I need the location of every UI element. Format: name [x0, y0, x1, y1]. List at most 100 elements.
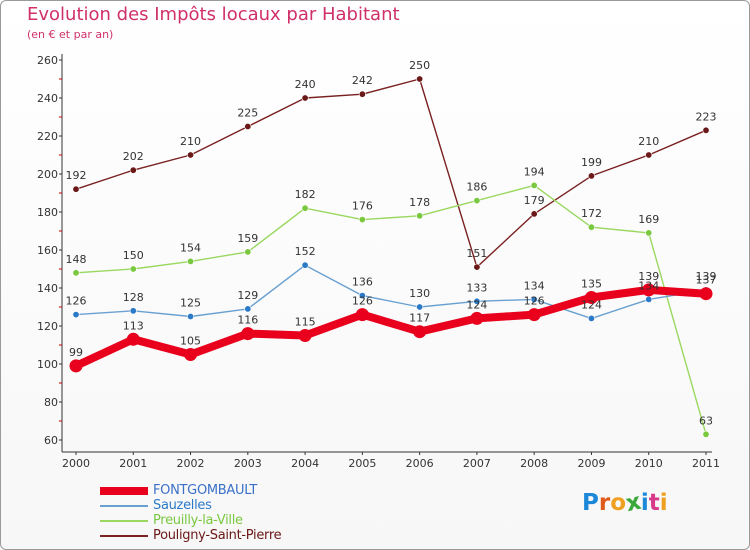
logo-letter: t [648, 490, 660, 516]
data-label: 223 [696, 110, 717, 123]
data-point [470, 311, 484, 325]
chart-subtitle: (en € et par an) [27, 28, 114, 41]
logo-letter: o [610, 490, 627, 516]
legend-label: Preuilly-la-Ville [153, 513, 243, 528]
data-point [587, 172, 595, 180]
data-point [584, 291, 598, 304]
series-line-fontgombault [72, 285, 710, 370]
data-label: 139 [638, 270, 659, 283]
logo-letter: r [598, 490, 611, 516]
y-tick-label: 180 [37, 206, 58, 219]
data-label: 105 [180, 335, 201, 348]
data-label: 240 [295, 78, 316, 91]
data-point [187, 257, 195, 265]
data-label: 150 [123, 249, 144, 262]
legend-label: FONTGOMBAULT [153, 483, 258, 498]
data-label: 126 [352, 295, 373, 308]
series-line-sauzelles [75, 264, 707, 320]
data-label: 116 [237, 314, 258, 327]
data-point [702, 430, 710, 438]
data-point [358, 292, 366, 300]
x-tick-label: 2002 [177, 457, 205, 470]
data-label: 199 [581, 156, 602, 169]
data-point [244, 123, 252, 131]
data-point [184, 348, 198, 361]
data-point [244, 248, 252, 256]
data-label: 151 [466, 247, 487, 260]
legend-swatch [100, 505, 148, 507]
y-tick-label: 80 [44, 396, 58, 409]
data-point [702, 126, 710, 134]
data-label: 126 [66, 295, 87, 308]
data-label: 130 [409, 287, 430, 300]
data-point [129, 265, 137, 273]
data-label: 115 [295, 316, 316, 329]
data-label: 137 [696, 274, 717, 287]
y-tick-label: 160 [37, 244, 58, 257]
data-label: 210 [638, 135, 659, 148]
data-label: 63 [699, 414, 713, 427]
data-label: 129 [237, 289, 258, 302]
data-point [126, 332, 140, 346]
data-label: 99 [69, 346, 83, 359]
logo-letter: P [582, 490, 599, 516]
y-tick-label: 100 [37, 358, 58, 371]
data-point [530, 295, 538, 303]
x-tick-label: 2001 [119, 457, 147, 470]
data-label: 133 [466, 281, 487, 294]
x-tick-label: 2011 [692, 457, 720, 470]
data-point [416, 75, 424, 83]
data-label: 192 [66, 169, 87, 182]
data-point [413, 325, 427, 339]
data-label: 152 [295, 245, 316, 258]
data-label: 182 [295, 188, 316, 201]
legend-item: Preuilly-la-Ville [100, 513, 360, 529]
data-point [129, 307, 137, 315]
y-tick-label: 220 [37, 130, 58, 143]
legend-item: FONTGOMBAULT [100, 483, 360, 499]
x-tick-label: 2006 [406, 457, 434, 470]
legend-label: Pouligny-Saint-Pierre [153, 528, 282, 543]
data-label: 154 [180, 241, 201, 254]
data-label: 135 [581, 278, 602, 291]
x-tick-label: 2010 [635, 457, 663, 470]
data-point [355, 308, 369, 322]
data-label: 148 [66, 253, 87, 266]
data-point [244, 305, 252, 313]
data-label: 125 [180, 297, 201, 310]
data-point [645, 295, 653, 303]
data-point [298, 329, 312, 342]
data-point [645, 229, 653, 237]
data-label: 202 [123, 150, 144, 163]
legend-label: Sauzelles [153, 498, 212, 513]
data-label: 194 [524, 165, 545, 178]
chart-legend: FONTGOMBAULT Sauzelles Preuilly-la-Ville Po… [100, 483, 360, 544]
data-point [72, 269, 80, 277]
data-point [129, 166, 137, 174]
data-point [642, 283, 656, 297]
data-label: 126 [524, 295, 545, 308]
proxiti-logo: Proxiti [582, 489, 668, 518]
data-label: 139 [696, 270, 717, 283]
data-label: 159 [237, 232, 258, 245]
y-tick-label: 260 [37, 54, 58, 67]
data-point [301, 261, 309, 269]
data-label: 124 [466, 298, 487, 311]
data-label: 136 [352, 276, 373, 289]
data-point [530, 181, 538, 189]
data-label: 134 [524, 279, 545, 292]
data-point [301, 94, 309, 102]
y-tick-label: 60 [44, 434, 58, 447]
data-point [473, 263, 481, 271]
y-tick-label: 120 [37, 320, 58, 333]
chart-title: Evolution des Impôts locaux par Habitant [27, 4, 400, 25]
legend-item: Pouligny-Saint-Pierre [100, 528, 360, 544]
data-label: 169 [638, 213, 659, 226]
logo-letter: i [640, 490, 649, 516]
legend-swatch [100, 520, 148, 522]
data-point [72, 185, 80, 193]
x-tick-label: 2004 [291, 457, 319, 470]
data-label: 124 [581, 298, 602, 311]
data-point [358, 90, 366, 98]
data-point [416, 303, 424, 311]
